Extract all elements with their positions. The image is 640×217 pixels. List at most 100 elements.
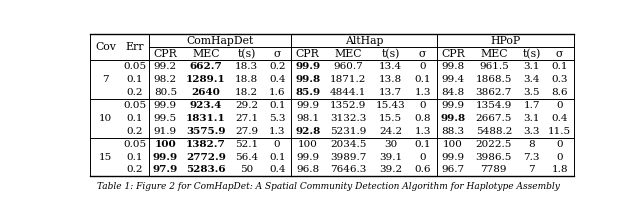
Text: t(s): t(s) xyxy=(237,49,256,59)
Text: 15.43: 15.43 xyxy=(376,101,406,110)
Text: MEC: MEC xyxy=(192,49,220,59)
Text: 39.1: 39.1 xyxy=(379,153,402,161)
Text: 2772.9: 2772.9 xyxy=(186,153,226,161)
Text: 0: 0 xyxy=(556,140,563,149)
Text: 99.8: 99.8 xyxy=(440,114,466,123)
Text: 99.9: 99.9 xyxy=(153,153,178,161)
Text: 96.8: 96.8 xyxy=(296,166,319,174)
Text: 5.3: 5.3 xyxy=(269,114,285,123)
Text: AltHap: AltHap xyxy=(344,36,383,46)
Text: 99.9: 99.9 xyxy=(296,101,319,110)
Text: 1.3: 1.3 xyxy=(415,127,431,136)
Text: 13.8: 13.8 xyxy=(379,75,402,84)
Text: 0.05: 0.05 xyxy=(124,62,147,71)
Text: 1382.7: 1382.7 xyxy=(186,140,226,149)
Text: 18.8: 18.8 xyxy=(235,75,258,84)
Text: 0.1: 0.1 xyxy=(127,75,143,84)
Text: 7646.3: 7646.3 xyxy=(330,166,367,174)
Text: 99.9: 99.9 xyxy=(296,153,319,161)
Text: 1.3: 1.3 xyxy=(269,127,285,136)
Text: 0.4: 0.4 xyxy=(269,166,285,174)
Text: 1.3: 1.3 xyxy=(415,88,431,97)
Text: 0: 0 xyxy=(419,62,426,71)
Text: 7: 7 xyxy=(102,75,109,84)
Text: 8.6: 8.6 xyxy=(552,88,568,97)
Text: 4844.1: 4844.1 xyxy=(330,88,367,97)
Text: 0: 0 xyxy=(419,153,426,161)
Text: 13.4: 13.4 xyxy=(379,62,402,71)
Text: 0: 0 xyxy=(556,101,563,110)
Text: 3.1: 3.1 xyxy=(524,114,540,123)
Text: t(s): t(s) xyxy=(523,49,541,59)
Text: 99.8: 99.8 xyxy=(295,75,320,84)
Text: 99.9: 99.9 xyxy=(154,101,177,110)
Text: MEC: MEC xyxy=(480,49,508,59)
Text: 1.6: 1.6 xyxy=(269,88,285,97)
Text: 15: 15 xyxy=(99,153,112,161)
Text: 29.2: 29.2 xyxy=(235,101,258,110)
Text: CPR: CPR xyxy=(154,49,177,59)
Text: 100: 100 xyxy=(154,140,176,149)
Text: 50: 50 xyxy=(240,166,253,174)
Text: σ: σ xyxy=(556,49,563,59)
Text: 0.1: 0.1 xyxy=(269,101,285,110)
Text: 8: 8 xyxy=(529,140,535,149)
Text: 0.1: 0.1 xyxy=(127,153,143,161)
Text: 10: 10 xyxy=(99,114,112,123)
Text: 0.1: 0.1 xyxy=(415,140,431,149)
Text: 24.2: 24.2 xyxy=(379,127,402,136)
Text: 3989.7: 3989.7 xyxy=(330,153,367,161)
Text: 0.1: 0.1 xyxy=(269,153,285,161)
Text: 7.3: 7.3 xyxy=(524,153,540,161)
Text: 0.3: 0.3 xyxy=(552,75,568,84)
Text: 7: 7 xyxy=(529,166,535,174)
Text: 11.5: 11.5 xyxy=(548,127,571,136)
Text: 1.8: 1.8 xyxy=(552,166,568,174)
Text: 1354.9: 1354.9 xyxy=(476,101,512,110)
Text: 99.4: 99.4 xyxy=(442,75,465,84)
Text: 85.9: 85.9 xyxy=(295,88,320,97)
Text: 2667.5: 2667.5 xyxy=(476,114,512,123)
Text: 97.9: 97.9 xyxy=(153,166,178,174)
Text: 100: 100 xyxy=(298,140,317,149)
Text: 30: 30 xyxy=(384,140,397,149)
Text: 92.8: 92.8 xyxy=(295,127,320,136)
Text: 3.1: 3.1 xyxy=(524,62,540,71)
Text: 5231.9: 5231.9 xyxy=(330,127,367,136)
Text: 2034.5: 2034.5 xyxy=(330,140,367,149)
Text: HPoP: HPoP xyxy=(490,36,520,46)
Text: 99.5: 99.5 xyxy=(154,114,177,123)
Text: CPR: CPR xyxy=(441,49,465,59)
Text: 39.2: 39.2 xyxy=(379,166,402,174)
Text: 99.9: 99.9 xyxy=(295,62,320,71)
Text: 3.4: 3.4 xyxy=(524,75,540,84)
Text: 15.5: 15.5 xyxy=(379,114,402,123)
Text: 0: 0 xyxy=(419,101,426,110)
Text: 5488.2: 5488.2 xyxy=(476,127,512,136)
Text: 3575.9: 3575.9 xyxy=(186,127,226,136)
Text: 99.8: 99.8 xyxy=(442,62,465,71)
Text: 27.9: 27.9 xyxy=(235,127,258,136)
Text: 0.2: 0.2 xyxy=(127,88,143,97)
Text: σ: σ xyxy=(273,49,281,59)
Text: 56.4: 56.4 xyxy=(235,153,258,161)
Text: Table 1: Figure 2 for ComHapDet: A Spatial Community Detection Algorithm for Hap: Table 1: Figure 2 for ComHapDet: A Spati… xyxy=(97,182,559,191)
Text: 0: 0 xyxy=(274,140,280,149)
Text: 96.7: 96.7 xyxy=(442,166,465,174)
Text: σ: σ xyxy=(419,49,426,59)
Text: ComHapDet: ComHapDet xyxy=(186,36,253,46)
Text: MEC: MEC xyxy=(335,49,362,59)
Text: 0.1: 0.1 xyxy=(415,75,431,84)
Text: 0.2: 0.2 xyxy=(269,62,285,71)
Text: 99.2: 99.2 xyxy=(154,62,177,71)
Text: 98.1: 98.1 xyxy=(296,114,319,123)
Text: 99.9: 99.9 xyxy=(442,101,465,110)
Text: 0.4: 0.4 xyxy=(552,114,568,123)
Text: CPR: CPR xyxy=(296,49,319,59)
Text: 18.3: 18.3 xyxy=(235,62,258,71)
Text: 1868.5: 1868.5 xyxy=(476,75,512,84)
Text: 27.1: 27.1 xyxy=(235,114,258,123)
Text: 0.1: 0.1 xyxy=(127,114,143,123)
Text: 0.05: 0.05 xyxy=(124,101,147,110)
Text: 1.7: 1.7 xyxy=(524,101,540,110)
